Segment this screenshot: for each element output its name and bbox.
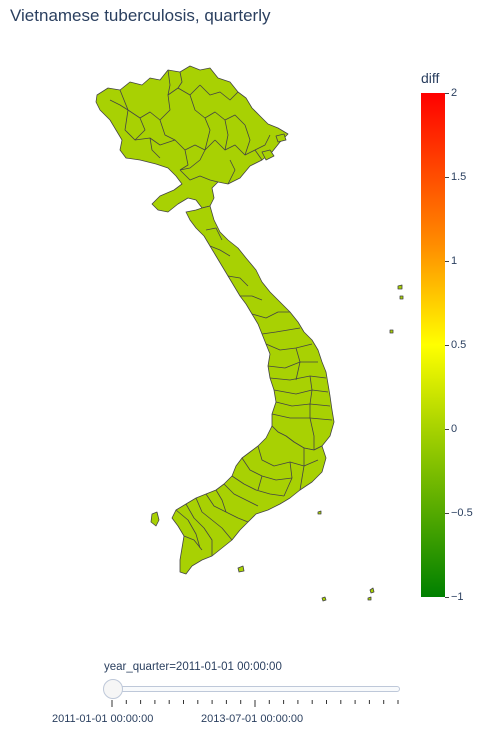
colorbar-tick-label: −0.5 — [451, 507, 473, 519]
colorbar-gradient — [421, 93, 445, 597]
colorbar-tickmark — [445, 597, 449, 598]
colorbar-tick-label: 1 — [451, 255, 458, 267]
chart-title: Vietnamese tuberculosis, quarterly — [10, 6, 271, 25]
island-phu-quoc — [150, 511, 160, 527]
colorbar-tick-label: 0.5 — [451, 339, 467, 351]
colorbar-tick-label: −1 — [451, 591, 464, 603]
slider-tick-marks — [111, 700, 399, 707]
colorbar-tick-label: 1.5 — [451, 171, 467, 183]
colorbar-tick-label: 0 — [451, 423, 458, 435]
colorbar-tickmark — [445, 345, 449, 346]
region-south — [171, 425, 327, 575]
colorbar-title: diff — [421, 70, 440, 86]
colorbar-tickmark — [445, 93, 449, 94]
island-con-dao — [237, 565, 245, 573]
colorbar-tickmark — [445, 513, 449, 514]
slider-rail[interactable] — [108, 686, 400, 692]
slider-tick-label-start[interactable]: 2011-01-01 00:00:00 — [52, 713, 154, 725]
slider-tick-label-mid[interactable]: 2013-07-01 00:00:00 — [201, 713, 304, 725]
colorbar-tickmark — [445, 429, 449, 430]
colorbar-tickmark — [445, 177, 449, 178]
region-north — [95, 65, 289, 213]
region-central-north — [185, 205, 335, 451]
slider-current-value: year_quarter=2011-01-01 00:00:00 — [104, 661, 282, 673]
slider-handle[interactable] — [103, 679, 123, 699]
colorbar-tickmark — [445, 261, 449, 262]
colorbar-tick-label: 2 — [451, 87, 458, 99]
